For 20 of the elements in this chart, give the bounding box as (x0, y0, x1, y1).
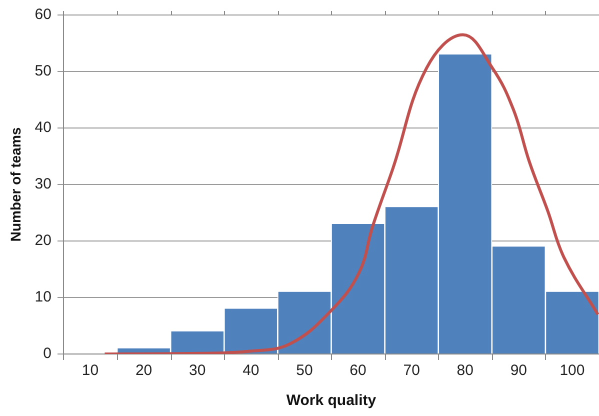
y-tick-label: 50 (34, 62, 52, 80)
x-tick-label: 80 (456, 362, 474, 380)
x-tick-label: 30 (189, 362, 206, 380)
y-tick-label: 60 (34, 6, 52, 24)
x-tick-label: 90 (510, 362, 528, 380)
line-series (103, 33, 599, 354)
x-tick-label: 60 (350, 362, 366, 380)
y-tick-label: 20 (34, 232, 52, 250)
y-tick-label: 40 (34, 119, 52, 136)
y-tick-label: 10 (34, 288, 52, 306)
x-tick-label: 20 (135, 362, 152, 380)
x-tick-label: 100 (560, 362, 585, 380)
x-tick-label: 50 (296, 362, 313, 380)
y-tick-label: 30 (34, 176, 52, 193)
x-axis-title: Work quality (286, 392, 377, 410)
y-axis-title: Number of teams (7, 127, 24, 242)
y-tick-label: 0 (43, 345, 52, 362)
x-tick-label: 40 (242, 362, 260, 380)
x-tick-label: 70 (403, 362, 420, 380)
x-tick-label: 10 (82, 362, 99, 380)
